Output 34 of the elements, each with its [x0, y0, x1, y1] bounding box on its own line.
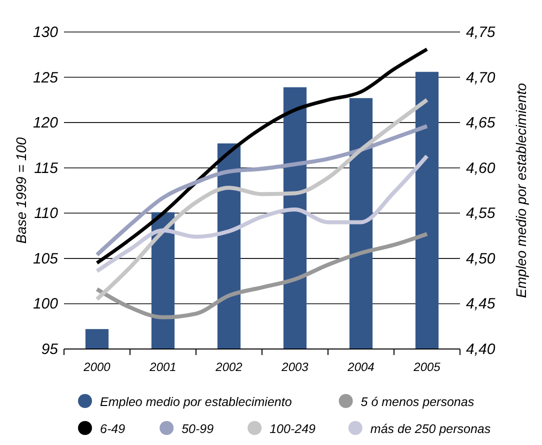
- y-tick-label: 105: [32, 250, 59, 268]
- y2-tick-label: 4,55: [466, 205, 496, 222]
- y-tick-label: 95: [41, 341, 59, 358]
- y2-tick-label: 4,65: [466, 114, 496, 132]
- line-series: [95, 232, 429, 320]
- x-tick-label: 2000: [82, 360, 111, 374]
- x-tick-label: 2002: [214, 360, 243, 374]
- y-tick-label: 100: [32, 296, 59, 313]
- legend-label: 100-249: [270, 422, 316, 436]
- y-tick-label: 115: [34, 160, 59, 177]
- x-tick-label: 2003: [280, 360, 309, 374]
- legend-label: 50-99: [182, 422, 214, 436]
- line-series: [95, 98, 429, 302]
- y2-tick-label: 4,50: [466, 250, 496, 268]
- y2-tick-label: 4,60: [466, 160, 496, 177]
- y-tick-label: 125: [32, 69, 59, 86]
- y2-tick-label: 4,45: [466, 296, 496, 313]
- legend-label: más de 250 personas: [370, 422, 491, 436]
- line-series: [95, 154, 429, 274]
- line-series: [95, 124, 429, 257]
- y2-tick-label: 4,70: [466, 69, 496, 86]
- y-tick-label: 110: [34, 205, 59, 222]
- y-axis-title: Base 1999 = 100: [13, 137, 29, 244]
- y-tick-label: 120: [32, 114, 59, 132]
- legend-label: 6-49: [100, 422, 126, 436]
- y2-axis-title: Empleo medio por establecimiento: [513, 82, 529, 298]
- y-tick-label: 130: [32, 24, 59, 41]
- x-tick-label: 2005: [412, 360, 441, 374]
- x-tick-label: 2001: [148, 360, 176, 374]
- x-tick-label: 2004: [346, 360, 375, 374]
- legend-label: 5 ó menos personas: [360, 395, 474, 409]
- y2-tick-label: 4,40: [466, 341, 496, 358]
- y2-tick-label: 4,75: [466, 24, 496, 41]
- legend-label: Empleo medio por establecimiento: [100, 395, 292, 409]
